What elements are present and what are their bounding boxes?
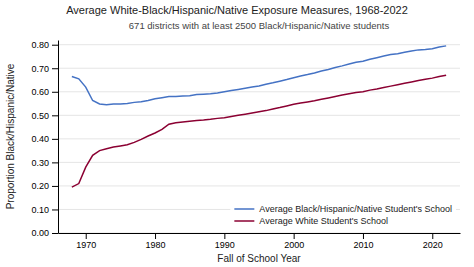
- y-tick-mark: [52, 45, 58, 46]
- x-tick-mark: [363, 233, 364, 239]
- grid-line: [58, 115, 460, 116]
- x-axis: 1970 1980 1990 2000 2010 2020: [59, 233, 461, 250]
- x-tick-mark: [224, 233, 225, 239]
- legend-background: [230, 201, 456, 229]
- y-tick-label: 0.60: [31, 87, 49, 97]
- grid-line: [58, 68, 460, 69]
- y-tick-mark: [52, 233, 58, 234]
- chart: Average White-Black/Hispanic/Native Expo…: [0, 0, 474, 267]
- y-tick: 0.80: [31, 40, 58, 50]
- y-tick-mark: [52, 115, 58, 116]
- grid: [58, 45, 460, 233]
- series-line: [72, 75, 446, 187]
- legend-swatch: [234, 208, 254, 210]
- x-tick-label: 2020: [423, 240, 443, 250]
- y-tick: 0.60: [31, 87, 58, 97]
- x-tick: 2010: [353, 233, 373, 250]
- y-tick-mark: [52, 162, 58, 163]
- x-tick: 1990: [215, 233, 235, 250]
- y-tick-mark: [52, 68, 58, 69]
- subtitle: 671 districts with at least 2500 Black/H…: [129, 20, 390, 31]
- x-tick: 1970: [76, 233, 96, 250]
- x-axis-line: [59, 233, 461, 234]
- grid-line: [58, 91, 460, 92]
- grid-line: [58, 185, 460, 186]
- y-tick: 0.50: [31, 111, 58, 121]
- y-tick-mark: [52, 92, 58, 93]
- x-tick-label: 2010: [353, 240, 373, 250]
- y-tick-label: 0.70: [31, 64, 49, 74]
- series-line: [72, 46, 446, 105]
- y-tick: 0.40: [31, 134, 58, 144]
- legend-swatch: [234, 220, 254, 222]
- legend-item: Average Black/Hispanic/Native Student's …: [234, 204, 452, 214]
- y-tick-label: 0.10: [31, 205, 49, 215]
- y-tick: 0.20: [31, 181, 58, 191]
- x-tick: 2000: [284, 233, 304, 250]
- legend-item: Average White Student's School: [234, 216, 388, 226]
- x-tick-mark: [432, 233, 433, 239]
- x-tick-label: 1980: [146, 240, 166, 250]
- x-tick: 1980: [146, 233, 166, 250]
- y-tick: 0.30: [31, 158, 58, 168]
- y-axis-line: [58, 41, 59, 234]
- x-axis-title: Fall of School Year: [217, 253, 301, 264]
- lines: [72, 46, 446, 187]
- y-axis-title: Proportion Black/Hispanic/Native: [5, 63, 16, 209]
- x-tick-mark: [155, 233, 156, 239]
- grid-line: [58, 44, 460, 45]
- y-tick-mark: [52, 186, 58, 187]
- y-tick: 0.00: [31, 228, 58, 238]
- y-tick-label: 0.50: [31, 111, 49, 121]
- plot: 1970 1980 1990 2000 2010 2020 0.00 0.10 0.20 0.30…: [5, 40, 461, 264]
- grid-line: [58, 138, 460, 139]
- x-tick-label: 1970: [76, 240, 96, 250]
- x-tick-label: 1990: [215, 240, 235, 250]
- y-tick-label: 0.80: [31, 40, 49, 50]
- x-tick-mark: [86, 233, 87, 239]
- y-tick-mark: [52, 209, 58, 210]
- y-tick: 0.70: [31, 64, 58, 74]
- grid-line: [58, 162, 460, 163]
- y-tick-label: 0.30: [31, 158, 49, 168]
- y-tick-label: 0.00: [31, 228, 49, 238]
- legend: Average Black/Hispanic/Native Student's …: [230, 201, 456, 229]
- title: Average White-Black/Hispanic/Native Expo…: [66, 4, 408, 16]
- y-tick-label: 0.40: [31, 134, 49, 144]
- x-tick-mark: [294, 233, 295, 239]
- x-tick-label: 2000: [284, 240, 304, 250]
- y-tick: 0.10: [31, 205, 58, 215]
- y-tick-mark: [52, 139, 58, 140]
- y-axis: 0.00 0.10 0.20 0.30 0.40 0.50 0.60 0.70 0.80: [31, 40, 58, 238]
- x-tick: 2020: [423, 233, 443, 250]
- y-tick-label: 0.20: [31, 181, 49, 191]
- legend-label: Average White Student's School: [259, 216, 388, 226]
- legend-label: Average Black/Hispanic/Native Student's …: [259, 204, 452, 214]
- grid-line: [58, 233, 460, 234]
